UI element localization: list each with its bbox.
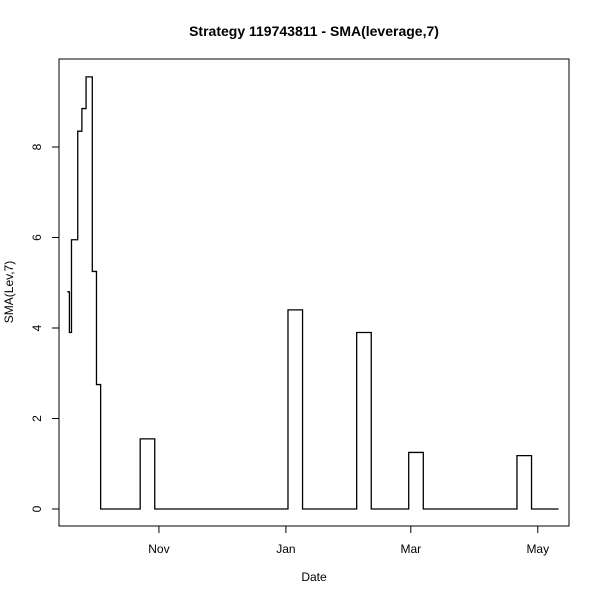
x-axis-label: Date [301, 570, 327, 584]
y-tick-label: 2 [30, 415, 44, 422]
x-tick-label: Jan [276, 542, 295, 556]
y-axis-label: SMA(Lev,7) [2, 261, 16, 323]
y-tick-label: 6 [30, 234, 44, 241]
y-tick-label: 0 [30, 505, 44, 512]
x-tick-label: Nov [148, 542, 169, 556]
y-tick-label: 8 [30, 143, 44, 150]
series-line [67, 76, 559, 510]
plot-frame [58, 58, 570, 527]
y-axis: 0 2 4 6 8 [30, 143, 60, 512]
x-axis: Nov Jan Mar May [148, 525, 549, 556]
y-tick-label: 4 [30, 324, 44, 331]
x-tick-label: Mar [400, 542, 421, 556]
x-tick-label: May [526, 542, 549, 556]
chart-title: Strategy 119743811 - SMA(leverage,7) [189, 23, 439, 39]
